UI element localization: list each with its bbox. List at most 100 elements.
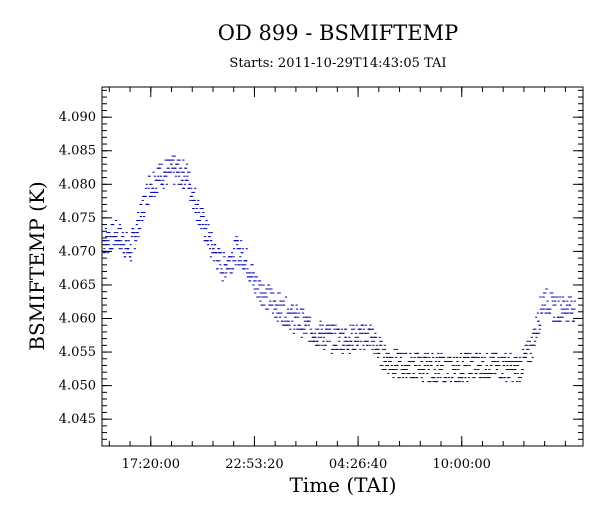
data-point: [512, 361, 515, 362]
data-point: [356, 336, 360, 338]
data-point: [495, 365, 498, 366]
data-point: [300, 308, 303, 310]
data-point: [105, 236, 108, 238]
data-point: [113, 232, 116, 234]
data-point: [386, 356, 389, 358]
data-point: [153, 175, 157, 177]
data-point: [233, 248, 236, 250]
data-point: [446, 361, 449, 362]
data-point: [185, 167, 188, 169]
x-axis-label: Time (TAI): [289, 473, 396, 497]
data-point: [426, 365, 429, 366]
data-point: [355, 340, 358, 342]
data-point: [525, 352, 528, 354]
data-point: [197, 199, 200, 201]
data-point: [169, 171, 172, 173]
data-point: [266, 288, 269, 290]
data-point: [528, 344, 531, 346]
data-point: [343, 344, 346, 346]
data-point: [436, 377, 439, 379]
data-point: [116, 232, 119, 234]
data-point: [207, 244, 210, 246]
data-point: [301, 328, 304, 330]
data-point: [449, 381, 452, 383]
data-point: [554, 300, 557, 302]
data-point: [141, 199, 144, 201]
data-point: [316, 340, 319, 342]
data-point: [258, 296, 261, 298]
data-point: [464, 365, 467, 366]
data-point: [240, 240, 243, 242]
chart-title: OD 899 - BSMIFTEMP: [218, 21, 458, 45]
data-point: [522, 356, 526, 358]
data-point: [263, 304, 266, 306]
data-point: [267, 288, 270, 290]
data-point: [204, 224, 207, 226]
data-point: [541, 308, 544, 310]
data-point: [176, 171, 179, 173]
data-point: [549, 308, 552, 310]
data-point: [160, 163, 163, 165]
data-point: [328, 332, 331, 334]
data-point: [104, 240, 107, 242]
data-point: [218, 260, 221, 262]
data-point: [197, 224, 200, 226]
data-point: [571, 312, 574, 314]
data-point: [172, 171, 175, 173]
data-point: [270, 292, 273, 294]
data-point: [544, 292, 547, 294]
data-point: [244, 264, 247, 266]
data-point: [420, 377, 423, 379]
data-point: [303, 328, 306, 330]
data-point: [465, 356, 468, 358]
data-point: [570, 308, 574, 310]
data-point: [177, 163, 180, 165]
data-point: [193, 199, 196, 201]
data-point: [391, 373, 395, 374]
data-point: [482, 361, 485, 362]
data-point: [430, 365, 433, 366]
data-point: [384, 361, 387, 362]
data-point: [409, 352, 412, 354]
data-point: [483, 356, 486, 358]
data-point: [492, 361, 495, 362]
data-point: [286, 320, 289, 322]
data-point: [281, 324, 284, 326]
data-point: [531, 344, 534, 346]
data-point: [513, 373, 517, 374]
data-point: [445, 377, 448, 379]
data-point: [502, 365, 506, 366]
data-point: [335, 328, 338, 330]
data-point: [324, 344, 327, 346]
data-point: [154, 191, 157, 193]
data-point: [299, 328, 302, 330]
data-point: [504, 352, 507, 354]
data-point: [180, 183, 183, 185]
data-point: [484, 373, 487, 374]
data-point: [186, 175, 189, 177]
data-point: [135, 224, 138, 226]
data-point: [463, 352, 467, 354]
data-point: [175, 163, 178, 165]
data-point: [321, 344, 324, 346]
data-point: [210, 240, 213, 242]
data-point: [150, 191, 153, 193]
y-tick-label: 4.050: [59, 379, 96, 394]
data-point: [152, 171, 155, 173]
data-point: [502, 361, 505, 362]
data-point: [514, 369, 517, 370]
data-point: [156, 191, 159, 193]
data-point: [220, 268, 223, 270]
data-point: [153, 191, 156, 193]
data-point: [347, 348, 350, 350]
data-point: [551, 300, 554, 302]
data-point: [183, 183, 186, 185]
data-point: [319, 320, 322, 322]
data-point: [292, 312, 295, 314]
data-point: [477, 356, 480, 358]
data-point: [183, 175, 186, 177]
data-point: [112, 224, 115, 226]
data-point: [230, 272, 233, 274]
data-point: [304, 316, 307, 318]
data-point: [465, 365, 469, 366]
